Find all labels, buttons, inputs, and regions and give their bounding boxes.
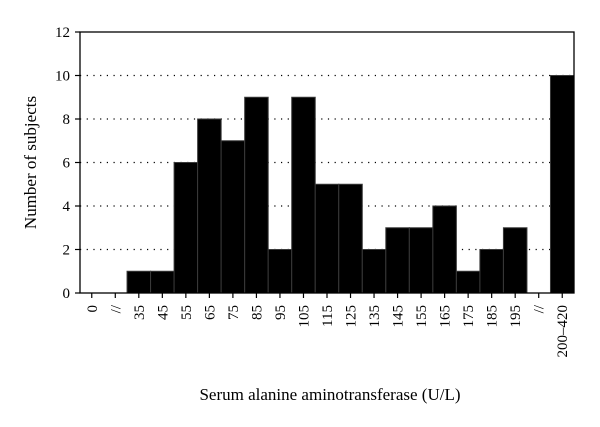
bar [220, 140, 246, 294]
x-tick-label: 200–420 [555, 305, 571, 358]
y-axis: 0 2 4 6 8 10 12 [55, 25, 80, 302]
x-tick-label: 45 [155, 305, 171, 320]
x-tick-label: // [532, 304, 548, 313]
bar [338, 183, 363, 294]
x-tick-label: 55 [179, 305, 195, 320]
bar [361, 249, 387, 294]
x-tick-label: 65 [202, 305, 218, 320]
bar [432, 205, 457, 294]
x-axis: 0 // 35 45 55 65 75 85 95 105 115 125 135 145 155 165 17… [85, 293, 571, 358]
y-tick-label: 0 [63, 286, 71, 302]
x-tick-label: 175 [461, 305, 477, 328]
x-tick-label: 185 [485, 305, 501, 328]
x-tick-label: 95 [273, 305, 289, 320]
bar [150, 270, 175, 294]
bar [126, 270, 152, 294]
bar [244, 96, 269, 294]
bar [408, 227, 434, 294]
bar [385, 227, 410, 294]
x-tick-label: 75 [226, 305, 242, 320]
y-tick-label: 10 [55, 69, 70, 85]
bar [197, 118, 222, 294]
x-tick-label: 125 [344, 305, 360, 328]
y-tick-label: 6 [63, 156, 71, 172]
bar [549, 75, 575, 294]
x-tick-label: 165 [438, 305, 454, 328]
bar [314, 183, 340, 294]
y-tick-label: 8 [63, 112, 71, 128]
y-tick-label: 12 [55, 25, 70, 41]
bar [479, 249, 504, 294]
x-tick-label: 0 [85, 305, 101, 313]
bar [455, 270, 481, 294]
bar [267, 249, 293, 294]
x-tick-label: 135 [367, 305, 383, 328]
y-tick-label: 2 [63, 243, 71, 259]
y-tick-label: 4 [63, 199, 71, 215]
bar [173, 162, 199, 294]
x-tick-label: 155 [414, 305, 430, 328]
x-tick-label: 195 [508, 305, 524, 328]
x-tick-label: 115 [320, 305, 336, 327]
bars [126, 75, 575, 294]
x-tick-label: // [108, 304, 124, 313]
y-axis-title: Number of subjects [21, 96, 40, 229]
x-tick-label: 85 [249, 305, 265, 320]
bar [502, 227, 528, 294]
x-tick-label: 145 [391, 305, 407, 328]
x-tick-label: 105 [296, 305, 312, 328]
bar [291, 96, 316, 294]
x-tick-label: 35 [132, 305, 148, 320]
x-axis-title: Serum alanine aminotransferase (U/L) [199, 385, 460, 404]
